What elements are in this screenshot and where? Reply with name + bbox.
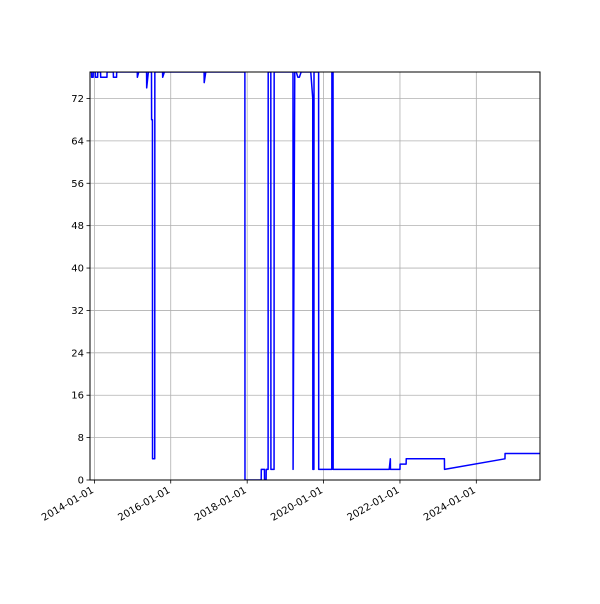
y-tick-label: 32 [71,306,84,317]
series-layer [90,72,540,480]
series-line [90,72,540,480]
y-tick-label: 64 [71,136,84,147]
y-tick-label: 24 [71,348,84,359]
y-tick-label: 48 [71,221,84,232]
y-tick-label: 0 [78,476,84,487]
y-tick-label: 8 [78,433,84,444]
y-tick-label: 72 [71,94,84,105]
y-tick-label: 16 [71,391,84,402]
y-tick-label: 56 [71,179,84,190]
plot-frame [89,71,541,481]
grid [90,72,540,481]
y-tick-label: 40 [71,264,84,275]
